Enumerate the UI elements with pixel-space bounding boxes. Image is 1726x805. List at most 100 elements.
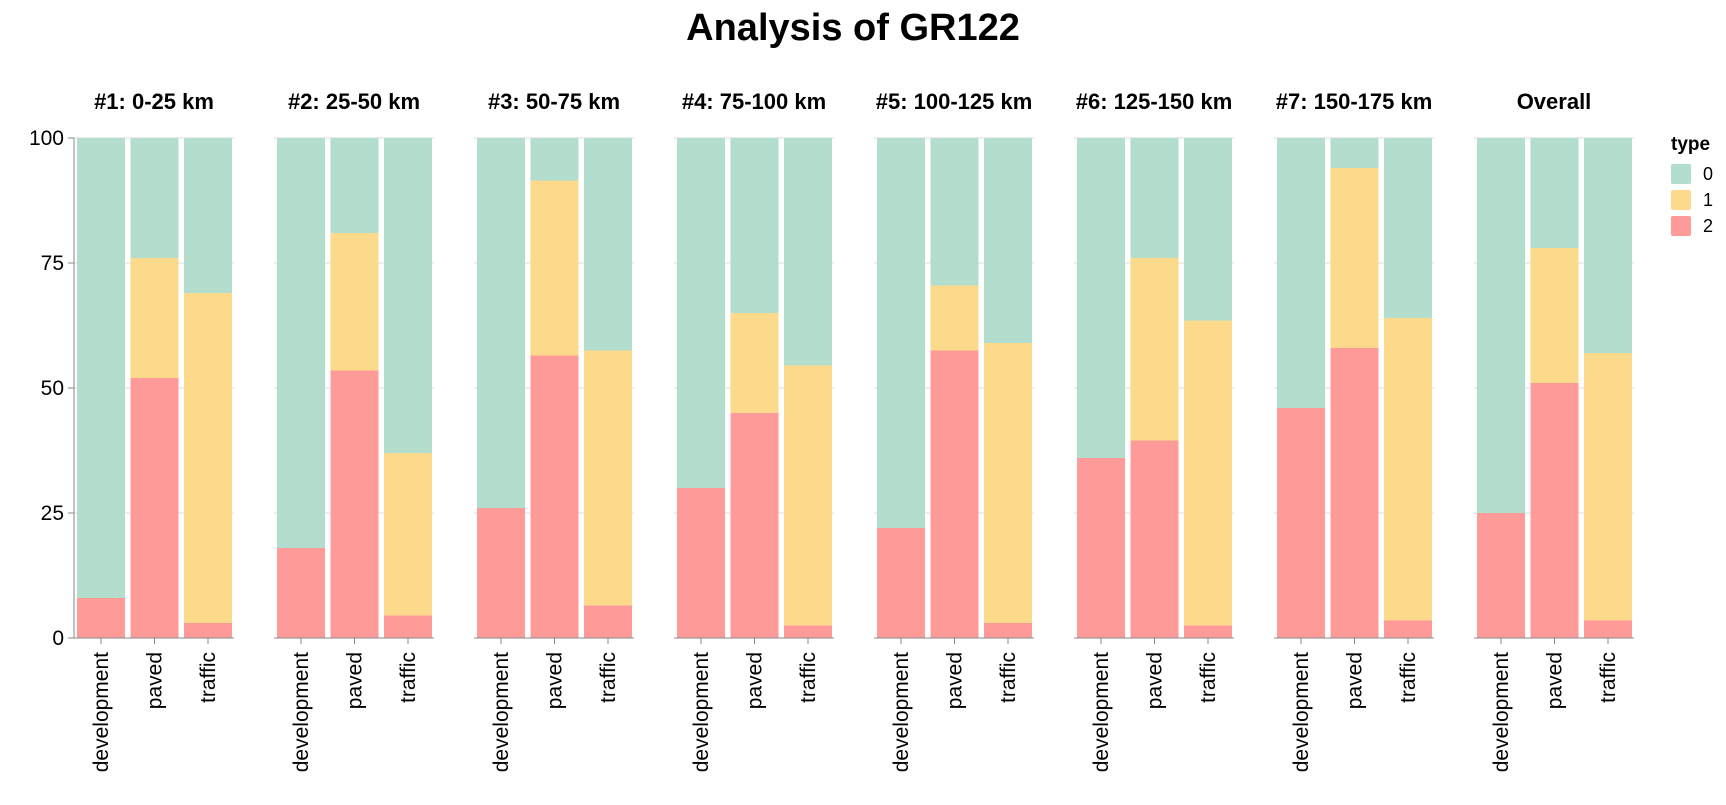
bar-segment-type-0 [730,138,779,313]
bar-segment-type-0 [1530,138,1579,248]
bar-segment-type-0 [984,138,1032,343]
y-tick-label: 25 [41,502,64,525]
bar-segment-type-1 [1130,258,1179,441]
legend-label: 2 [1703,216,1713,236]
bar-segment-type-2 [1530,383,1579,638]
facet-title: Overall [1517,89,1592,114]
bar-segment-type-2 [1330,348,1379,638]
bar-segment-type-0 [530,138,579,181]
bar-segment-type-1 [584,350,632,606]
x-tick-label: traffic [597,652,620,703]
bar-segment-type-1 [1330,168,1379,348]
bar-segment-type-2 [130,378,179,638]
bar-segment-type-0 [877,138,925,528]
x-tick-label: paved [344,652,367,709]
x-tick-label: development [1090,652,1113,772]
x-tick-label: development [490,652,513,772]
x-tick-label: development [90,652,113,772]
bar-segment-type-2 [584,605,632,638]
bar-segment-type-2 [384,615,432,638]
legend-label: 0 [1703,164,1713,184]
bar-segment-type-2 [1077,458,1125,638]
bar-segment-type-1 [384,453,432,616]
bar-segment-type-2 [1130,440,1179,638]
y-tick-label: 75 [41,252,64,275]
x-tick-label: traffic [997,652,1020,703]
bar-segment-type-1 [984,343,1032,623]
x-tick-label: paved [744,652,767,709]
bar-segment-type-0 [930,138,979,286]
x-tick-label: traffic [197,652,220,703]
x-tick-label: development [890,652,913,772]
bar-segment-type-1 [784,365,832,626]
bar-segment-type-1 [930,285,979,351]
x-tick-label: development [690,652,713,772]
x-tick-label: development [290,652,313,772]
bar-segment-type-0 [1277,138,1325,408]
bar-segment-type-2 [477,508,525,638]
bar-segment-type-0 [1584,138,1632,353]
bar-segment-type-0 [1130,138,1179,258]
bar-segment-type-2 [984,623,1032,638]
y-tick-label: 50 [41,377,64,400]
bar-segment-type-1 [1530,248,1579,383]
bar-segment-type-2 [1384,620,1432,638]
bar-segment-type-1 [1384,318,1432,621]
bar-segment-type-1 [184,293,232,623]
facet-title: #7: 150-175 km [1276,89,1433,114]
bar-segment-type-0 [677,138,725,488]
bar-segment-type-0 [1077,138,1125,458]
bar-segment-type-2 [1184,625,1232,638]
bar-segment-type-0 [584,138,632,351]
facet-title: #2: 25-50 km [288,89,420,114]
bar-segment-type-0 [1477,138,1525,513]
x-tick-label: traffic [1397,652,1420,703]
bar-segment-type-0 [330,138,379,233]
bar-segment-type-1 [330,233,379,371]
bar-segment-type-0 [384,138,432,453]
bar-segment-type-2 [77,598,125,638]
bar-segment-type-0 [1330,138,1379,168]
bar-segment-type-2 [530,355,579,638]
bar-segment-type-0 [130,138,179,258]
legend-swatch [1671,164,1691,184]
bar-segment-type-2 [330,370,379,638]
x-tick-label: paved [1144,652,1167,709]
x-tick-label: paved [144,652,167,709]
bar-segment-type-1 [130,258,179,378]
bar-segment-type-2 [677,488,725,638]
x-tick-label: traffic [1197,652,1220,703]
y-tick-label: 100 [29,127,64,150]
legend-label: 1 [1703,190,1713,210]
bar-segment-type-1 [1184,320,1232,626]
x-tick-label: traffic [797,652,820,703]
y-tick-label: 0 [52,627,64,650]
facet-title: #3: 50-75 km [488,89,620,114]
bar-segment-type-2 [730,413,779,638]
legend-swatch [1671,190,1691,210]
facet-title: #4: 75-100 km [682,89,826,114]
bar-segment-type-0 [277,138,325,548]
x-tick-label: development [1490,652,1513,772]
bar-segment-type-2 [930,350,979,638]
bar-segment-type-1 [1584,353,1632,621]
bar-segment-type-2 [784,625,832,638]
x-tick-label: traffic [1597,652,1620,703]
bar-segment-type-2 [877,528,925,638]
legend-swatch [1671,216,1691,236]
x-tick-label: paved [544,652,567,709]
bar-segment-type-1 [730,313,779,413]
bar-segment-type-2 [277,548,325,638]
x-tick-label: paved [1544,652,1567,709]
bar-segment-type-0 [77,138,125,598]
facet-title: #5: 100-125 km [876,89,1033,114]
bar-segment-type-2 [1277,408,1325,638]
chart-title: Analysis of GR122 [686,7,1020,49]
x-tick-label: traffic [397,652,420,703]
bar-segment-type-0 [184,138,232,293]
legend-title: type [1671,134,1710,155]
x-tick-label: paved [1344,652,1367,709]
bar-segment-type-0 [1384,138,1432,318]
